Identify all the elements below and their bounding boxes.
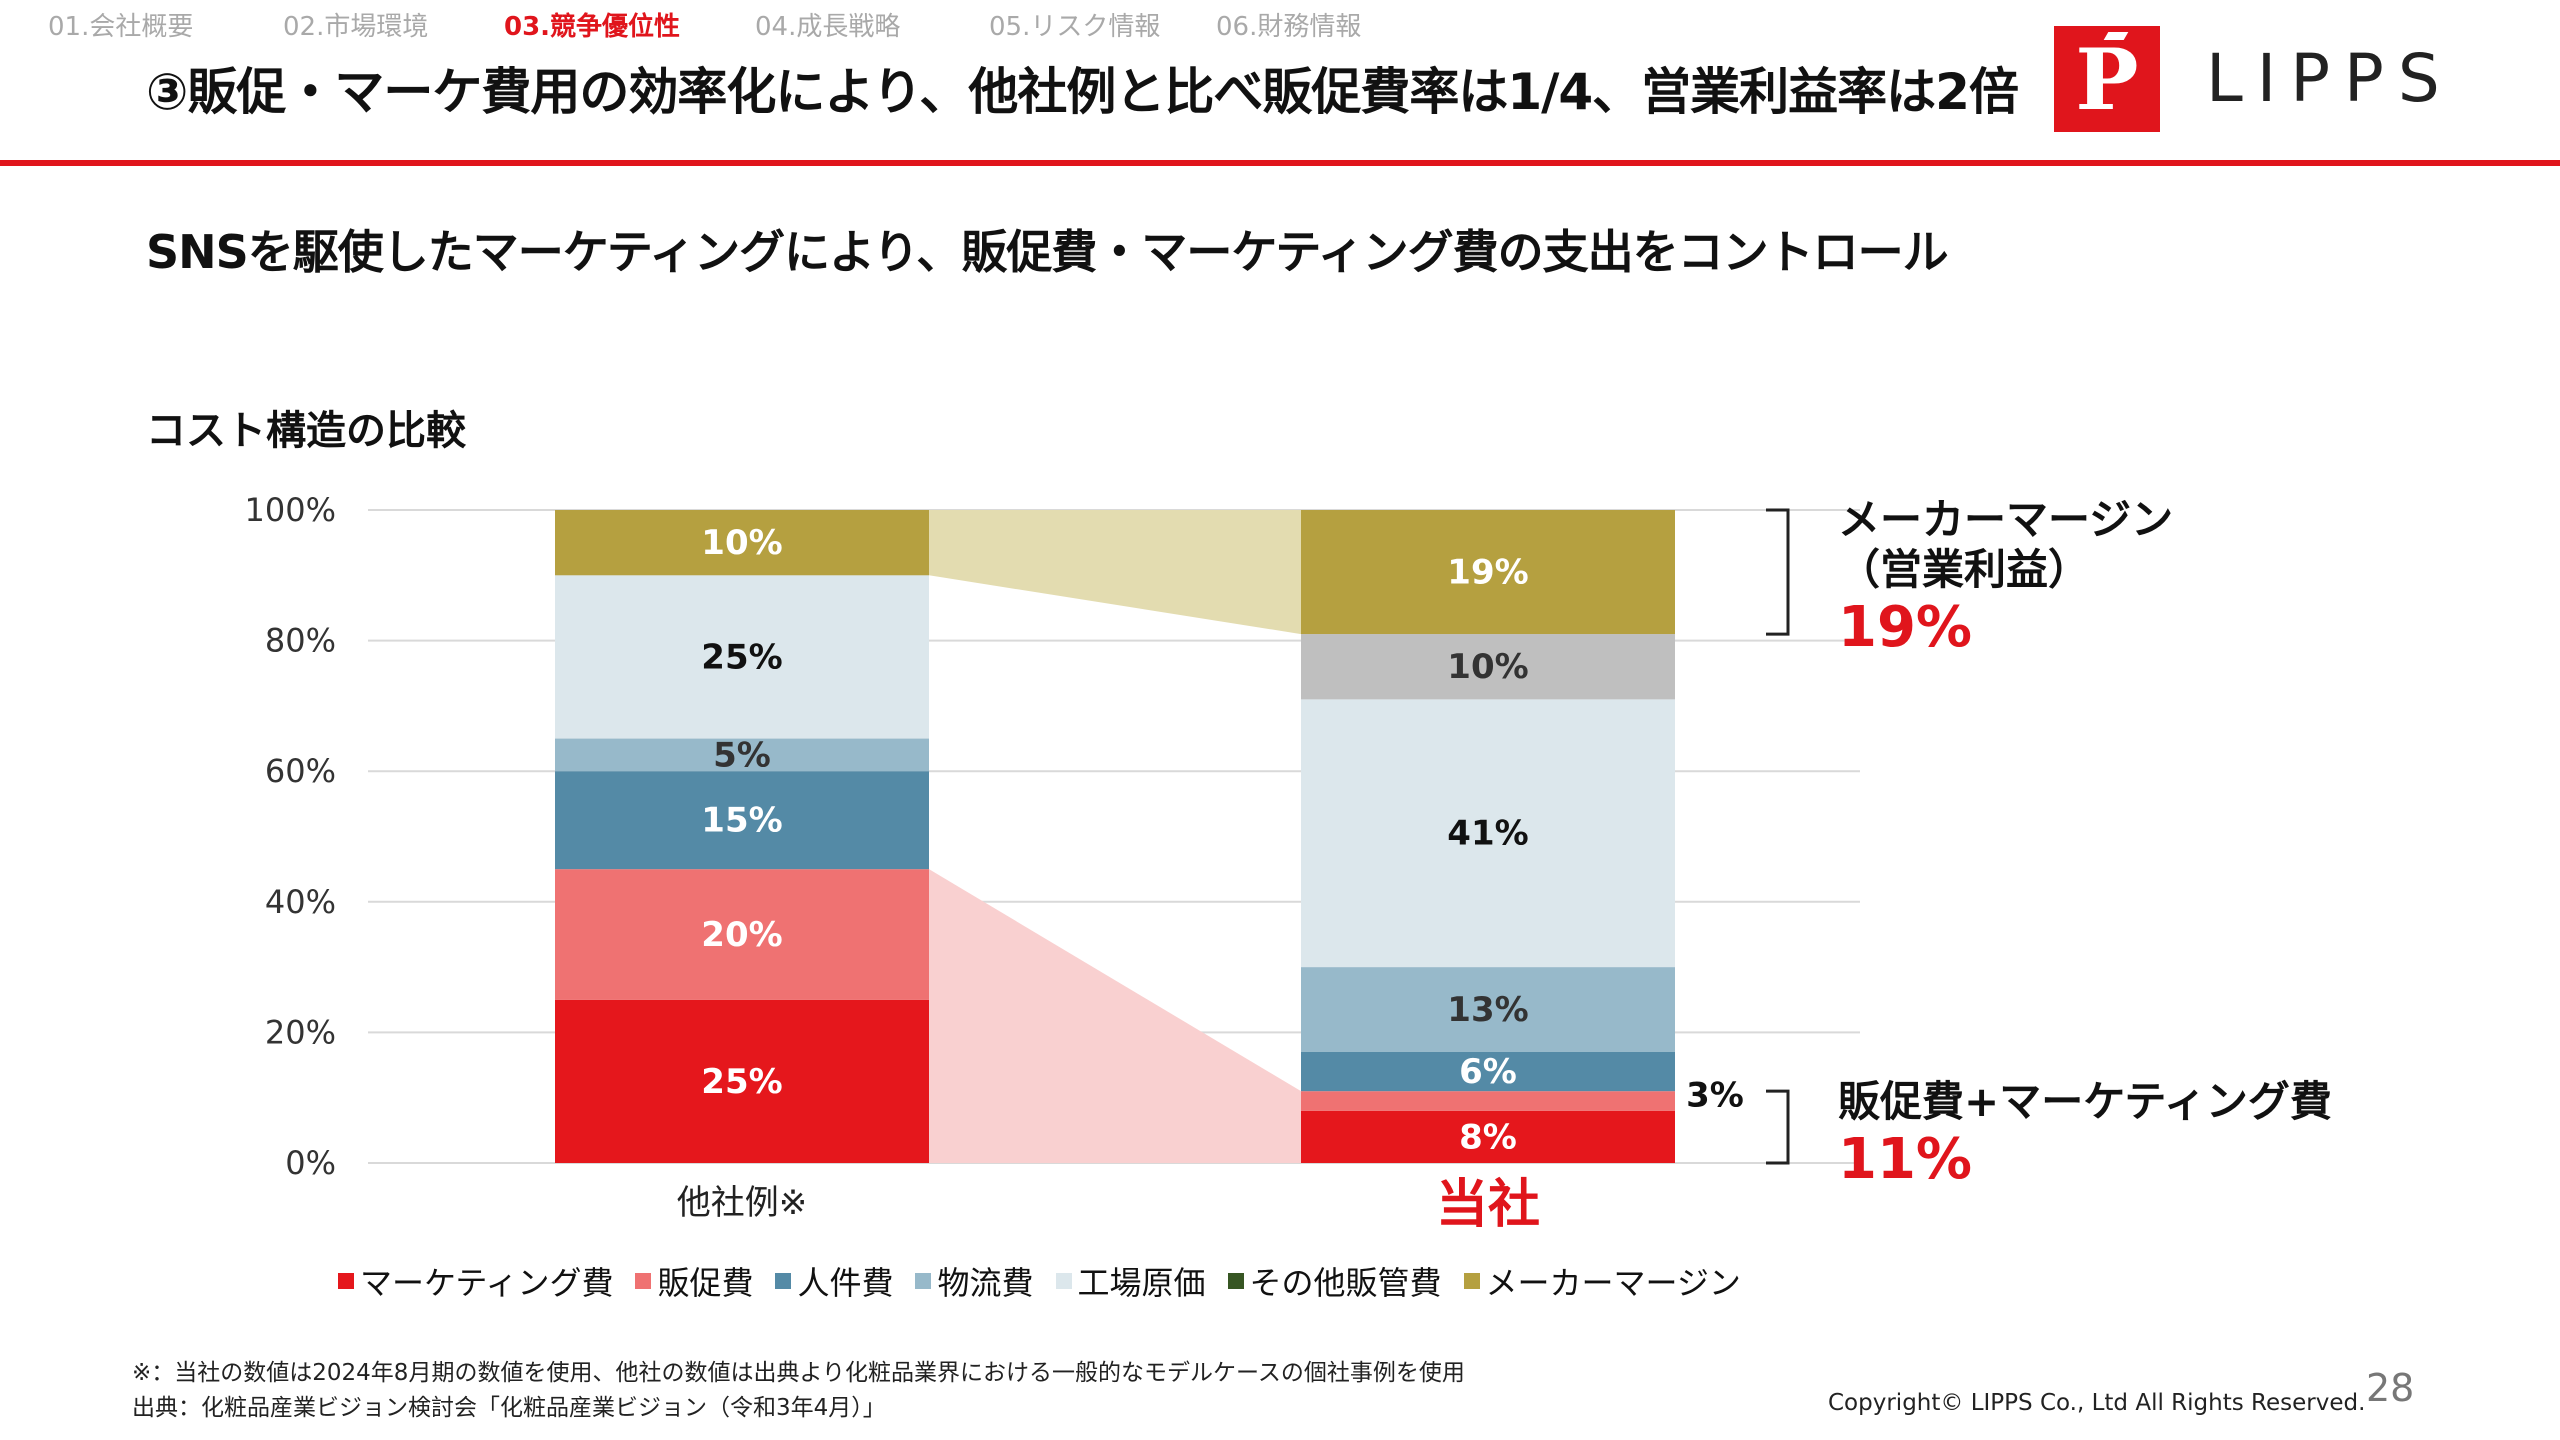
chart-legend: マーケティング費 販促費 人件費 物流費 工場原価 その他販管費 メーカーマージン [338,1258,1763,1304]
chart-bars [555,510,1675,1163]
data-label: 19% [1447,553,1528,593]
legend-swatch [915,1273,932,1289]
nav-item-finance[interactable]: 06.財務情報 [1216,11,1362,42]
page-number: 28 [2366,1366,2415,1410]
data-label: 5% [713,735,771,775]
annotation-title: メーカーマージン [1838,495,2173,544]
y-tick-label: 60% [265,752,336,790]
annotation-bracket [1766,508,1790,636]
footnote-note: ※：当社の数値は2024年8月期の数値を使用、他社の数値は出典より化粧品業界にお… [132,1360,1465,1386]
x-category-label: 当社 [1436,1175,1540,1235]
annotation-value: 19% [1838,595,1972,660]
legend-label: 工場原価 [1077,1264,1206,1302]
bar-segment [1301,699,1675,968]
x-category-label: 他社例※ [677,1183,808,1223]
chart-connector-bands [929,510,1301,1163]
bar-segment [1301,1091,1675,1111]
chart-axis-labels: 0% 20% 40% 60% 80% 100% 他社例※ 当社 [245,491,1540,1235]
slide-subtitle: SNSを駆使したマーケティングにより、販促費・マーケティング費の支出をコントロー… [146,225,1949,279]
legend-item: その他販管費 [1227,1258,1442,1304]
legend-label: 人件費 [797,1264,894,1302]
chart-title: コスト構造の比較 [146,408,466,454]
data-label: 10% [1447,647,1528,687]
bar-segment [555,738,929,772]
footnote-source: 出典：化粧品産業ビジョン検討会「化粧品産業ビジョン（令和3年4月）」 [132,1395,886,1421]
logo-mark: P [2054,26,2160,132]
bar-segment [555,510,929,576]
nav-item-competitive-advantage[interactable]: 03.競争優位性 [504,11,681,42]
nav-item-market[interactable]: 02.市場環境 [283,11,429,42]
legend-swatch [1227,1273,1244,1289]
y-tick-label: 80% [265,622,336,660]
legend-item: マーケティング費 [338,1258,613,1304]
legend-label: メーカーマージン [1485,1264,1741,1302]
annotation-title: 販促費+マーケティング費 [1838,1077,2332,1126]
bar-segment [555,869,929,1000]
legend-item: 販促費 [635,1258,753,1304]
bar-segment [555,999,929,1163]
bar-segment [1301,1051,1675,1092]
chart-data-labels: 25% 20% 15% 5% 25% 10% 8% 3% 6% 13% 41% 10% 19% [701,523,1744,1157]
header-divider [0,160,2560,166]
bar-segment [1301,510,1675,635]
y-tick-label: 100% [245,491,336,529]
legend-item: メーカーマージン [1463,1258,1741,1304]
data-label: 15% [701,801,782,841]
copyright-text: Copyright© LIPPS Co., Ltd All Rights Res… [1828,1390,2366,1416]
data-label: 8% [1459,1117,1517,1157]
margin-connector-band [929,510,1301,635]
logo-letter: P [2075,30,2139,129]
legend-swatch [1463,1273,1480,1289]
nav-item-company[interactable]: 01.会社概要 [48,11,194,42]
data-label: 41% [1447,814,1528,854]
legend-item: 人件費 [775,1258,893,1304]
data-label: 13% [1447,990,1528,1030]
data-label: 10% [701,523,782,563]
nav-item-growth[interactable]: 04.成長戦略 [755,11,901,42]
annotation-value: 11% [1838,1127,1972,1192]
bar-segment [555,575,929,739]
legend-swatch [338,1273,354,1289]
y-tick-label: 0% [285,1144,336,1182]
logo-wordmark: LIPPS [2206,40,2454,117]
page-title: ③販促・マーケ費用の効率化により、他社例と比べ販促費率は1/4、営業利益率は2倍 [146,63,2019,121]
legend-item: 工場原価 [1055,1258,1206,1304]
legend-label: その他販管費 [1249,1264,1442,1302]
legend-swatch [1055,1273,1072,1289]
bar-segment [555,771,929,870]
legend-label: 物流費 [937,1264,1034,1302]
bar-segment [1301,634,1675,700]
legend-label: マーケティング費 [360,1264,614,1302]
annotation-title: （営業利益） [1838,545,2090,594]
legend-item: 物流費 [915,1258,1034,1304]
legend-label: 販促費 [657,1264,754,1302]
data-label: 25% [701,1062,782,1102]
data-label: 25% [701,637,782,677]
bar-segment [1301,1110,1675,1163]
data-label: 6% [1459,1052,1517,1092]
y-tick-label: 40% [265,883,336,921]
y-tick-label: 20% [265,1013,336,1051]
section-nav: 01.会社概要 02.市場環境 03.競争優位性 04.成長戦略 05.リスク情… [0,8,2560,42]
nav-item-risk[interactable]: 05.リスク情報 [989,11,1161,42]
promotion-connector-band [929,869,1301,1163]
bar-segment [1301,967,1675,1052]
data-label: 20% [701,915,782,955]
legend-swatch [635,1273,652,1289]
data-label: 3% [1686,1075,1744,1115]
annotation-bracket [1766,1089,1790,1165]
legend-swatch [775,1273,792,1289]
